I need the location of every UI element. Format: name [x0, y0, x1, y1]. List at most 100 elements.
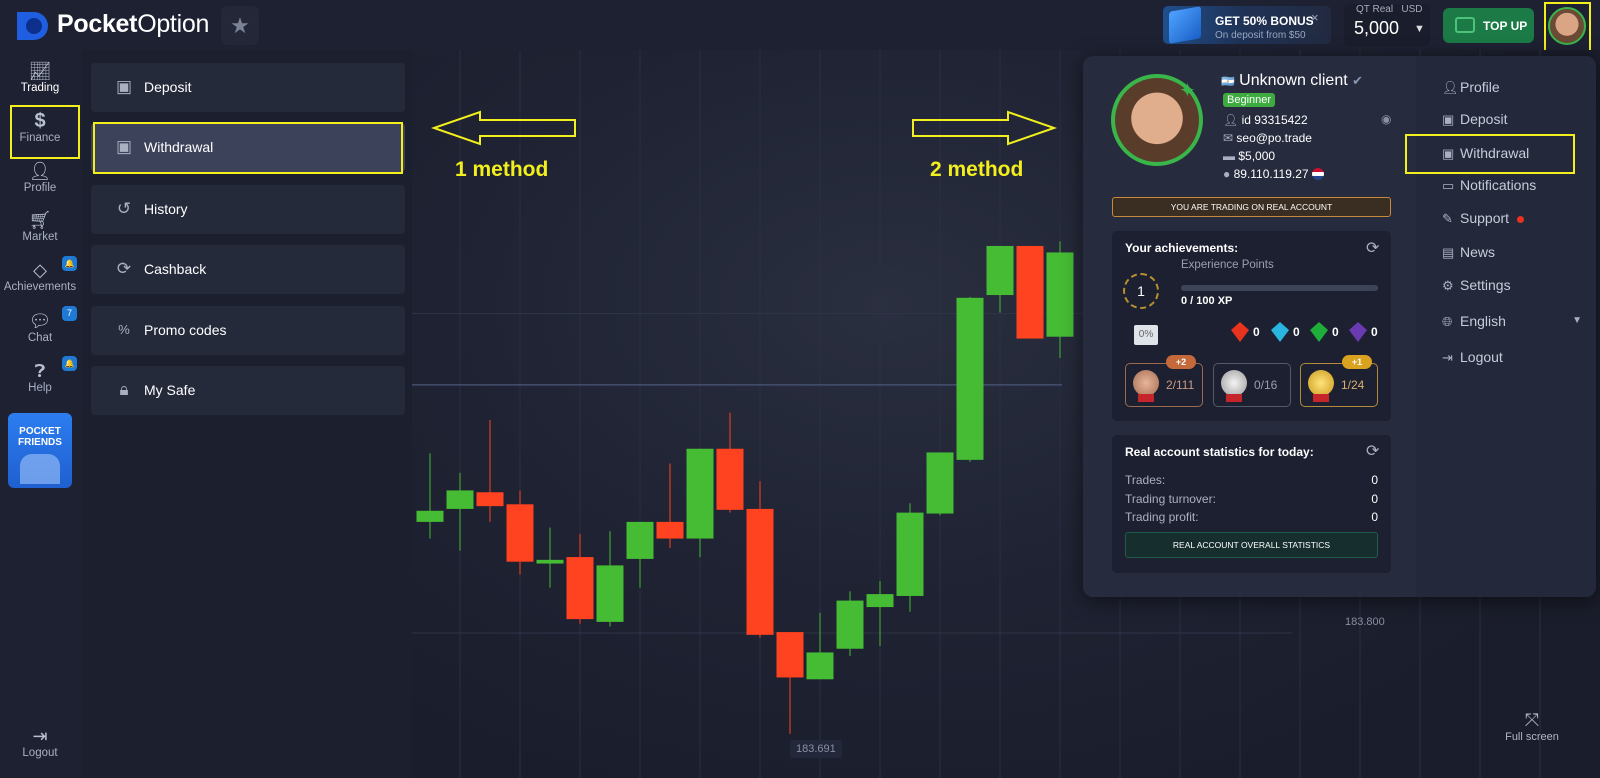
menu-settings[interactable]: ⚙ Settings — [1442, 277, 1511, 294]
news-icon: ▤ — [1442, 245, 1455, 260]
candle-body — [476, 492, 504, 507]
candle-body — [716, 448, 744, 510]
finance-history[interactable]: ↺ History — [91, 185, 405, 234]
menu-label: Profile — [1460, 79, 1500, 95]
user-avatar-button[interactable] — [1548, 7, 1586, 45]
finance-promo-codes[interactable]: % Promo codes — [91, 306, 405, 355]
item-label: Promo codes — [144, 322, 227, 338]
chat-count-badge: 7 — [62, 306, 77, 321]
menu-label: English — [1460, 313, 1506, 329]
candle-body — [866, 594, 894, 608]
nav-market[interactable]: 🛒︎ Market — [0, 209, 80, 243]
stat-label: Trading profit: — [1125, 510, 1199, 524]
logo-text[interactable]: PocketOption — [57, 10, 210, 38]
finance-withdrawal[interactable]: ▣ Withdrawal — [91, 123, 405, 172]
left-arrow-annotation — [430, 110, 576, 146]
menu-language[interactable]: 🌐︎ English ▼ — [1442, 313, 1582, 330]
nav-label: Profile — [23, 182, 57, 194]
xp-label: Experience Points — [1181, 259, 1274, 271]
stats-card: Real account statistics for today: ⟳ Tra… — [1112, 435, 1391, 573]
nav-logout[interactable]: ⇥ Logout — [0, 725, 80, 759]
pocket-friends-banner[interactable]: POCKET FRIENDS — [8, 413, 72, 488]
nav-label: Market — [22, 231, 58, 243]
item-label: Cashback — [144, 261, 207, 277]
menu-withdrawal[interactable]: ▣ Withdrawal — [1442, 145, 1529, 162]
purple-gem-count: 0 — [1371, 325, 1378, 339]
nav-finance[interactable]: $ Finance — [0, 110, 80, 144]
candle-body — [506, 504, 534, 562]
balance: $5,000 — [1238, 149, 1276, 163]
nav-trading[interactable]: 📈︎ Trading — [0, 60, 80, 94]
finance-cashback[interactable]: ⟳ Cashback — [91, 245, 405, 294]
silver-medal[interactable]: 0/16 — [1213, 363, 1291, 407]
star-icon: ★ — [230, 13, 250, 38]
profile-avatar[interactable] — [1111, 74, 1203, 166]
close-icon[interactable]: × — [1311, 10, 1319, 25]
price-axis-label: 183.800 — [1345, 616, 1385, 628]
favorites-star-button[interactable]: ★ — [221, 6, 259, 45]
red-gem-count: 0 — [1253, 325, 1260, 339]
user-icon: 👤︎ — [1223, 113, 1239, 127]
menu-notifications[interactable]: ▭ Notifications — [1442, 177, 1536, 194]
candle-body — [446, 490, 474, 509]
menu-support[interactable]: ✎ Support — [1442, 210, 1524, 227]
bronze-medal[interactable]: 2/111 +2 — [1125, 355, 1203, 407]
top-up-button[interactable]: TOP UP — [1443, 8, 1534, 43]
profile-dropdown: ✦ 🇦🇷︎ Unknown client ✔ Beginner 👤︎ id 93… — [1083, 56, 1596, 597]
item-label: Deposit — [144, 79, 192, 95]
finance-menu: ▣ Deposit ▣ Withdrawal ↺ History ⟳ Cashback … — [82, 50, 412, 778]
nav-profile[interactable]: 👤︎ Profile — [0, 160, 80, 194]
candle-body — [956, 297, 984, 460]
expand-icon: ⤧ — [1524, 710, 1540, 730]
fullscreen-button[interactable]: ⤧ Full screen — [1502, 710, 1562, 743]
balance-selector[interactable]: QT Real USD 5,000 ▼ — [1344, 4, 1430, 46]
medal-value: 0/16 — [1254, 378, 1278, 392]
balance-row: ▬ $5,000 — [1223, 149, 1275, 163]
medal-plus-badge: +1 — [1342, 355, 1372, 369]
diamond-icon: ◇ — [33, 260, 47, 280]
candlestick-chart[interactable] — [412, 50, 1600, 778]
menu-logout[interactable]: ⇥ Logout — [1442, 349, 1503, 366]
level-badge: Beginner — [1223, 93, 1276, 107]
stats-row: Trading turnover: 0 — [1125, 490, 1378, 509]
menu-profile[interactable]: 👤︎Profile — [1442, 79, 1500, 96]
wallet-icon — [1455, 17, 1475, 33]
top-up-label: TOP UP — [1483, 19, 1528, 33]
overall-statistics-button[interactable]: REAL ACCOUNT OVERALL STATISTICS — [1125, 532, 1378, 558]
medal-plus-badge: +2 — [1166, 355, 1196, 369]
dollar-icon: $ — [34, 110, 46, 132]
nav-help[interactable]: ❓︎ Help — [0, 360, 80, 394]
eye-hidden-icon[interactable]: ◉ — [1381, 112, 1392, 126]
logout-icon: ⇥ — [1442, 350, 1453, 365]
real-account-banner: YOU ARE TRADING ON REAL ACCOUNT — [1112, 197, 1391, 217]
menu-deposit[interactable]: ▣ Deposit — [1442, 111, 1507, 128]
nav-chat[interactable]: 💬︎ Chat — [0, 310, 80, 344]
user-icon: 👤︎ — [28, 161, 52, 181]
xp-progress-bar — [1181, 285, 1378, 291]
bell-badge: 🔔 — [62, 356, 77, 371]
safe-icon: 🔒︎ — [119, 380, 129, 399]
bonus-subtitle: On deposit from $50 — [1215, 30, 1306, 41]
inbox-icon: ▭ — [1442, 178, 1455, 193]
candle-body — [566, 557, 594, 620]
nav-label: Logout — [22, 747, 58, 759]
logout-icon: ⇥ — [32, 726, 48, 746]
menu-news[interactable]: ▤ News — [1442, 244, 1495, 261]
refresh-icon[interactable]: ⟳ — [1366, 443, 1380, 460]
bonus-title: GET 50% BONUS — [1215, 14, 1314, 28]
ip-row: ● 89.110.119.27 — [1223, 167, 1324, 181]
bonus-banner[interactable]: GET 50% BONUS On deposit from $50 × — [1163, 6, 1331, 44]
cashback-percent-icon: 0% — [1134, 325, 1158, 345]
nav-label: Achievements — [3, 281, 77, 293]
history-icon: ↺ — [116, 199, 132, 218]
stat-value: 0 — [1371, 510, 1378, 524]
finance-my-safe[interactable]: 🔒︎ My Safe — [91, 366, 405, 415]
menu-label: Support — [1460, 210, 1510, 226]
achievements-title: Your achievements: — [1125, 241, 1239, 255]
nav-achievements[interactable]: ◇ Achievements — [0, 259, 80, 293]
gold-medal[interactable]: 1/24 +1 — [1300, 355, 1378, 407]
help-icon: ❓︎ — [34, 361, 46, 381]
rank-laurel: 1 — [1123, 273, 1159, 309]
refresh-icon[interactable]: ⟳ — [1366, 240, 1380, 257]
finance-deposit[interactable]: ▣ Deposit — [91, 63, 405, 112]
